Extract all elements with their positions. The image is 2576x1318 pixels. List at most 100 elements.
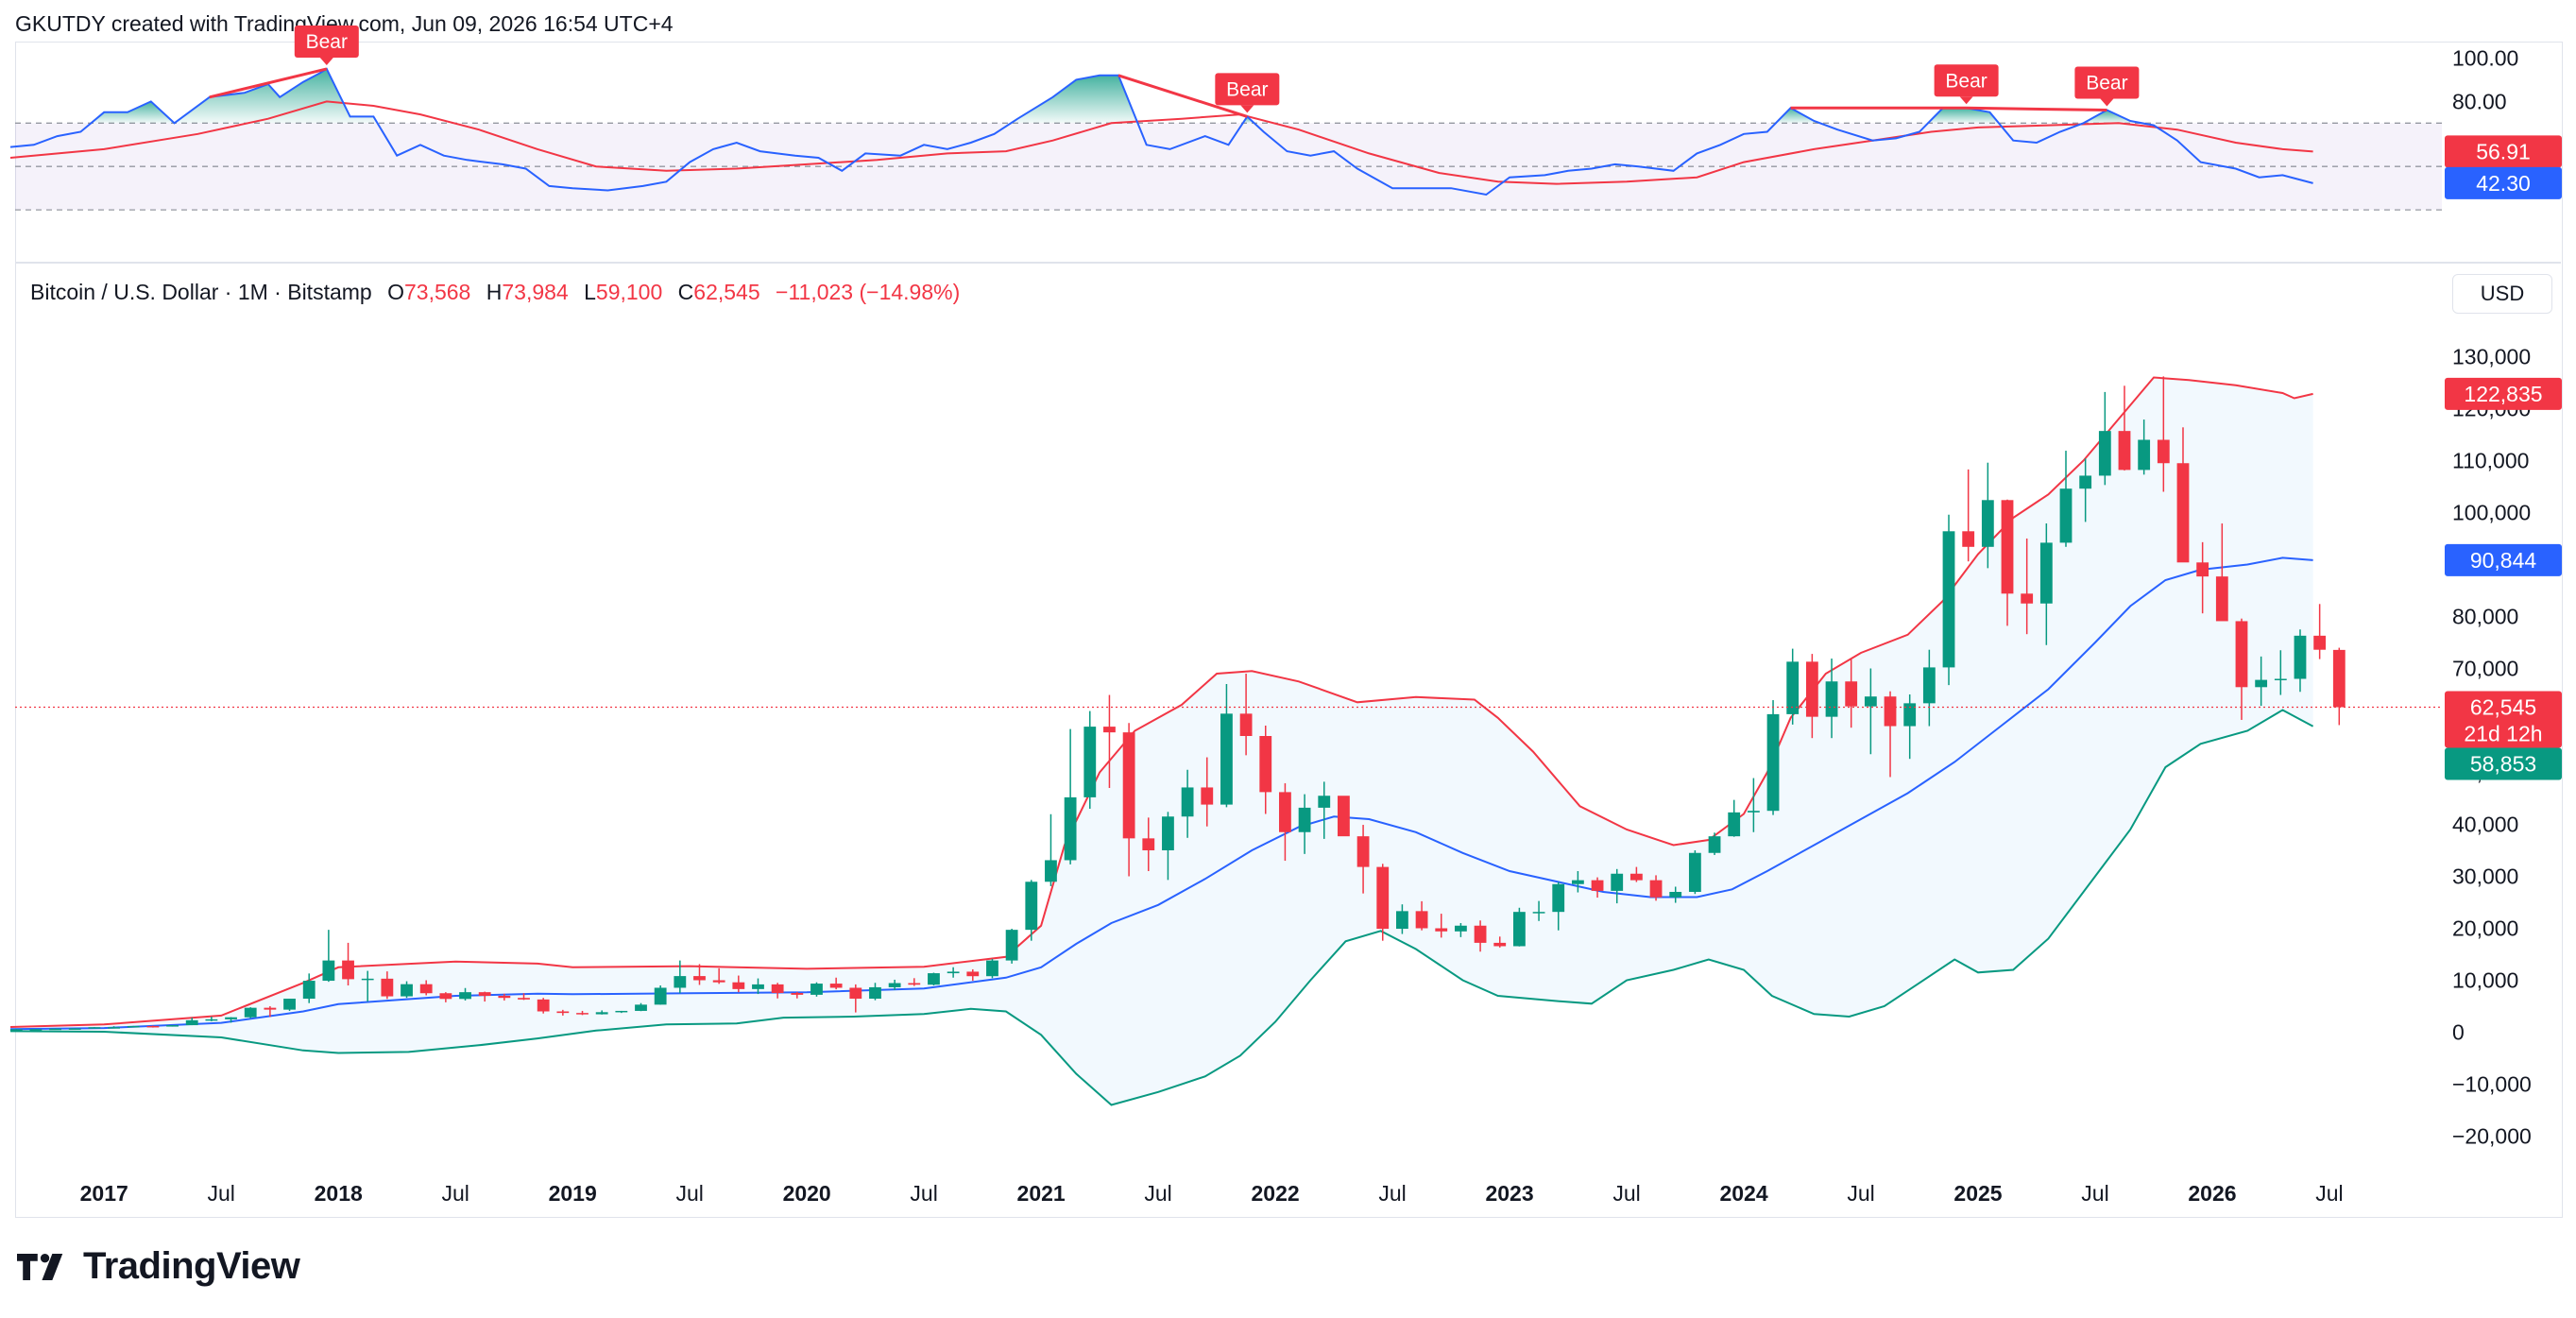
bear-label-box (2074, 66, 2140, 99)
candle-body (283, 999, 296, 1010)
rsi-axis-label: 100.00 (2452, 45, 2518, 70)
candle-body (419, 984, 433, 994)
time-axis-label: 2019 (549, 1181, 597, 1206)
candle-body (1318, 796, 1331, 808)
tradingview-logo[interactable]: TradingView (17, 1245, 300, 1288)
candle-body (829, 984, 843, 988)
high-label: H (486, 280, 503, 304)
candle-body (1766, 713, 1780, 812)
candle-body (2274, 678, 2287, 680)
bear-label-box (294, 25, 359, 58)
brand-name: TradingView (83, 1245, 300, 1287)
candle-body (2176, 463, 2190, 563)
candle-body (1474, 925, 1487, 943)
candle-body (1045, 860, 1057, 882)
candle-body (615, 1010, 628, 1013)
candle-body (888, 983, 901, 987)
candle-body (2196, 562, 2209, 577)
lower-band-badge-bg (2445, 747, 2562, 780)
candle-body (518, 998, 530, 1000)
bear-label-text: Bear (306, 31, 348, 53)
candle-body (712, 980, 725, 983)
candle-body (2255, 679, 2268, 688)
candle-body (1298, 807, 1311, 832)
candle-body (986, 960, 998, 977)
candle-body (2215, 576, 2228, 622)
candle-body (1376, 866, 1390, 930)
candle-body (1356, 836, 1370, 867)
candle-body (1338, 796, 1350, 837)
candle-body (225, 1017, 237, 1019)
candle-body (1455, 925, 1467, 932)
candle-body (459, 992, 471, 1000)
bollinger-band-fill (10, 377, 2313, 1105)
candle-body (1708, 836, 1721, 853)
candle-body (635, 1004, 647, 1011)
candle-body (1259, 736, 1272, 793)
bear-label-box (1934, 64, 1999, 97)
close-value: 62,545 (693, 280, 760, 304)
candle-body (49, 1028, 61, 1031)
bear-label-pointer (1240, 105, 1254, 113)
bear-label-box (1215, 73, 1280, 106)
price-axis-label: 80,000 (2452, 605, 2518, 629)
candle-body (1181, 787, 1194, 817)
time-axis-label: 2021 (1017, 1181, 1066, 1206)
candle-body (1220, 713, 1233, 805)
candle-body (1669, 892, 1682, 898)
candle-body (88, 1027, 101, 1029)
candle-body (1611, 873, 1624, 891)
candle-body (264, 1007, 277, 1010)
bar-countdown: 21d 12h (2464, 722, 2542, 746)
price-axis-label: 100,000 (2452, 501, 2531, 525)
time-axis-label: Jul (2081, 1181, 2108, 1206)
rsi-overbought-fill (1775, 108, 1820, 124)
candle-body (1864, 696, 1877, 707)
bollinger-upper-line (9, 376, 2313, 1028)
candle-body (2313, 635, 2327, 650)
candle-body (752, 984, 764, 989)
candle-body (1825, 681, 1838, 717)
candle-body (2294, 635, 2307, 679)
candle-body (2079, 475, 2092, 489)
symbol-legend: Bitcoin / U.S. Dollar · 1M · Bitstamp O7… (30, 280, 960, 305)
candle-body (322, 960, 335, 982)
candle-body (537, 999, 550, 1012)
price-axis-label: 130,000 (2452, 345, 2531, 369)
candle-body (1396, 911, 1408, 930)
price-axis-label: 10,000 (2452, 968, 2518, 993)
candle-body (146, 1025, 160, 1028)
rsi-axis-label: 80.00 (2452, 89, 2507, 113)
rsi-ma-badge: 56.91 (2476, 139, 2531, 163)
candle-body (361, 978, 374, 981)
candle-body (908, 983, 921, 985)
candle-body (108, 1027, 120, 1029)
candle-body (1512, 912, 1526, 947)
open-label: O (387, 280, 404, 304)
low-label: L (584, 280, 596, 304)
price-axis-label: 30,000 (2452, 864, 2518, 889)
bollinger-lower-line (9, 709, 2314, 1106)
candle-body (1103, 727, 1116, 733)
bear-label-text: Bear (1945, 70, 1987, 92)
currency-button[interactable]: USD (2452, 274, 2552, 314)
rsi-ma-line (9, 100, 2313, 185)
candle-body (576, 1013, 589, 1015)
candle-body (244, 1007, 257, 1018)
rsi-overbought-fill (91, 101, 175, 124)
rsi-value-badge: 42.30 (2476, 171, 2531, 196)
rsi-value-badge-bg (2445, 166, 2562, 199)
candle-body (342, 960, 354, 980)
price-axis-label: 110,000 (2452, 449, 2529, 473)
candle-body (556, 1011, 570, 1014)
candle-body (205, 1018, 218, 1021)
rsi-ma-badge-bg (2445, 135, 2562, 168)
high-value: 73,984 (502, 280, 569, 304)
candle-body (1728, 812, 1741, 837)
candle-body (693, 976, 706, 981)
candle-body (1122, 732, 1135, 839)
candle-body (1025, 882, 1038, 931)
candle-body (1493, 942, 1507, 947)
bear-label-text: Bear (2086, 73, 2127, 94)
